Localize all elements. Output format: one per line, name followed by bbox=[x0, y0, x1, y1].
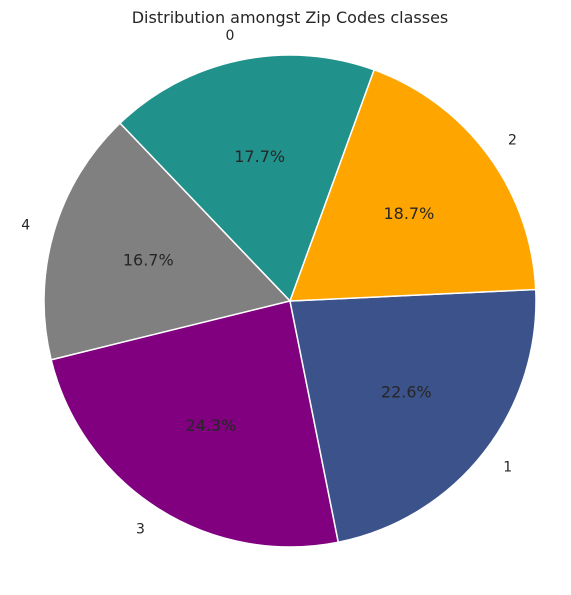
pie-slice-0 bbox=[119, 54, 375, 302]
slice-percent-0: 17.7% bbox=[234, 147, 285, 166]
slice-label-2: 2 bbox=[508, 133, 517, 149]
slice-percent-3: 24.3% bbox=[185, 416, 236, 435]
pie-slices bbox=[43, 54, 537, 548]
pie-slice-4 bbox=[43, 122, 291, 361]
slice-percent-1: 22.6% bbox=[381, 382, 432, 401]
pie-labels: 0 17.7% 4 16.7% 3 24.3% 1 22.6% 2 18.7% bbox=[21, 28, 517, 537]
slice-label-1: 1 bbox=[503, 460, 512, 476]
slice-label-3: 3 bbox=[136, 521, 145, 537]
pie-slice-1 bbox=[289, 288, 537, 543]
pie-slice-2 bbox=[289, 69, 537, 302]
pie-slice-3 bbox=[50, 300, 340, 548]
slice-percent-2: 18.7% bbox=[383, 204, 434, 223]
slice-percent-4: 16.7% bbox=[123, 250, 174, 269]
chart-title: Distribution amongst Zip Codes classes bbox=[132, 8, 449, 27]
slice-label-4: 4 bbox=[21, 217, 30, 233]
slice-label-0: 0 bbox=[225, 28, 234, 44]
